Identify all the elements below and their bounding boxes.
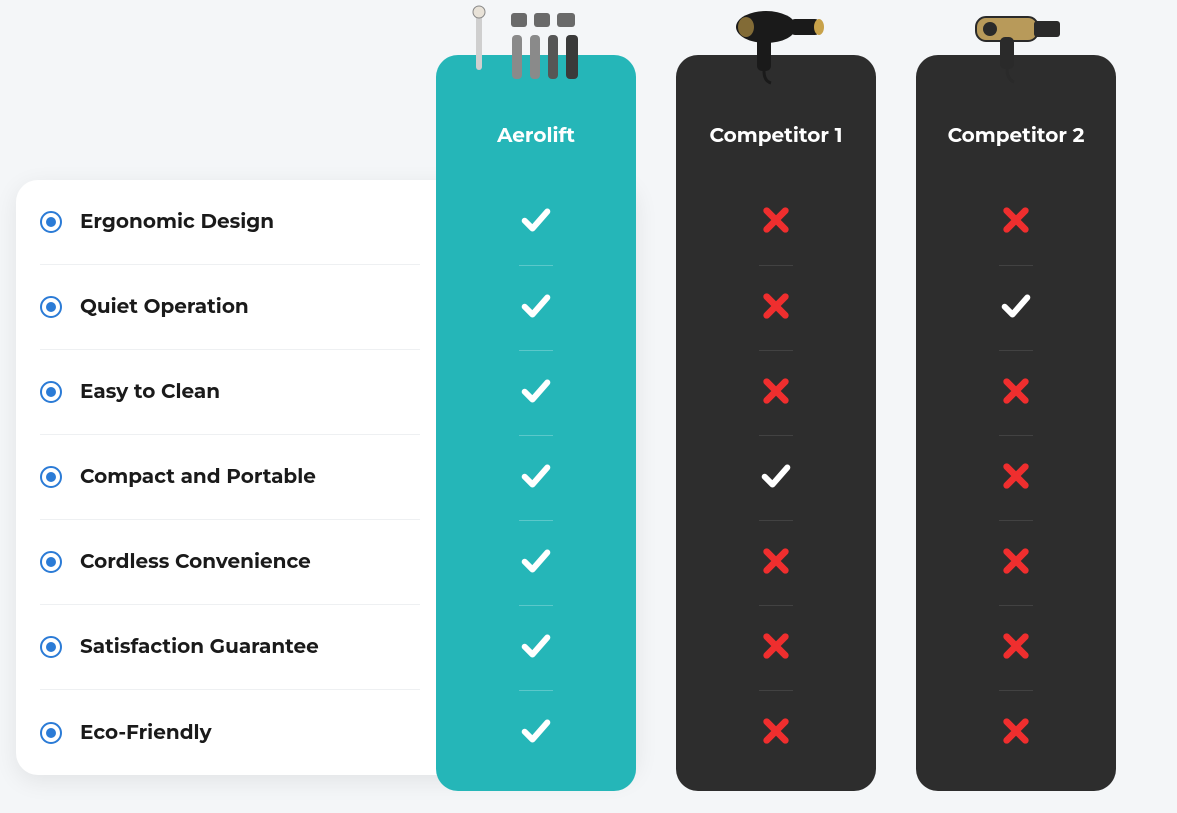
column-competitor-2: Competitor 2	[916, 55, 1116, 791]
column-cells	[759, 180, 793, 775]
column-title: Competitor 1	[710, 124, 843, 148]
cell	[999, 435, 1033, 520]
feature-label: Cordless Convenience	[80, 550, 311, 574]
cross-icon	[760, 630, 792, 667]
feature-label: Eco-Friendly	[80, 721, 212, 745]
feature-label: Compact and Portable	[80, 465, 316, 489]
check-icon	[519, 459, 553, 498]
cell	[519, 605, 553, 690]
column-aerolift: Aerolift	[436, 55, 636, 791]
feature-row: Compact and Portable	[40, 435, 420, 520]
cell	[759, 690, 793, 775]
column-title: Aerolift	[497, 124, 575, 148]
cross-icon	[760, 375, 792, 412]
cell	[759, 180, 793, 265]
cross-icon	[1000, 715, 1032, 752]
radio-icon	[40, 466, 62, 488]
column-cells	[999, 180, 1033, 775]
cell	[999, 265, 1033, 350]
radio-icon	[40, 211, 62, 233]
cell	[759, 350, 793, 435]
cell	[519, 180, 553, 265]
cross-icon	[1000, 204, 1032, 241]
feature-label: Satisfaction Guarantee	[80, 635, 319, 659]
cross-icon	[760, 290, 792, 327]
cell	[519, 520, 553, 605]
check-icon	[519, 544, 553, 583]
cross-icon	[760, 715, 792, 752]
cell	[999, 690, 1033, 775]
cell	[999, 520, 1033, 605]
check-icon	[519, 629, 553, 668]
feature-row: Easy to Clean	[40, 350, 420, 435]
check-icon	[999, 289, 1033, 328]
cross-icon	[1000, 630, 1032, 667]
radio-icon	[40, 296, 62, 318]
cross-icon	[760, 545, 792, 582]
cell	[759, 265, 793, 350]
cell	[519, 265, 553, 350]
check-icon	[759, 459, 793, 498]
feature-label: Easy to Clean	[80, 380, 220, 404]
column-header: Competitor 2	[916, 55, 1116, 180]
check-icon	[519, 289, 553, 328]
cross-icon	[1000, 375, 1032, 412]
column-title: Competitor 2	[948, 124, 1085, 148]
check-icon	[519, 203, 553, 242]
cell	[759, 520, 793, 605]
column-header: Competitor 1	[676, 55, 876, 180]
cell	[519, 350, 553, 435]
cross-icon	[1000, 545, 1032, 582]
cell	[519, 435, 553, 520]
cell	[999, 605, 1033, 690]
cross-icon	[1000, 460, 1032, 497]
check-icon	[519, 714, 553, 753]
feature-row: Cordless Convenience	[40, 520, 420, 605]
radio-icon	[40, 722, 62, 744]
radio-icon	[40, 381, 62, 403]
feature-row: Quiet Operation	[40, 265, 420, 350]
cell	[999, 180, 1033, 265]
feature-row: Satisfaction Guarantee	[40, 605, 420, 690]
radio-icon	[40, 551, 62, 573]
feature-label: Ergonomic Design	[80, 210, 274, 234]
cell	[999, 350, 1033, 435]
feature-row: Eco-Friendly	[40, 690, 420, 775]
cell	[759, 435, 793, 520]
column-cells	[519, 180, 553, 775]
feature-label: Quiet Operation	[80, 295, 249, 319]
cell	[519, 690, 553, 775]
column-header: Aerolift	[436, 55, 636, 180]
feature-row: Ergonomic Design	[40, 180, 420, 265]
cell	[759, 605, 793, 690]
radio-icon	[40, 636, 62, 658]
column-competitor-1: Competitor 1	[676, 55, 876, 791]
cross-icon	[760, 204, 792, 241]
check-icon	[519, 374, 553, 413]
